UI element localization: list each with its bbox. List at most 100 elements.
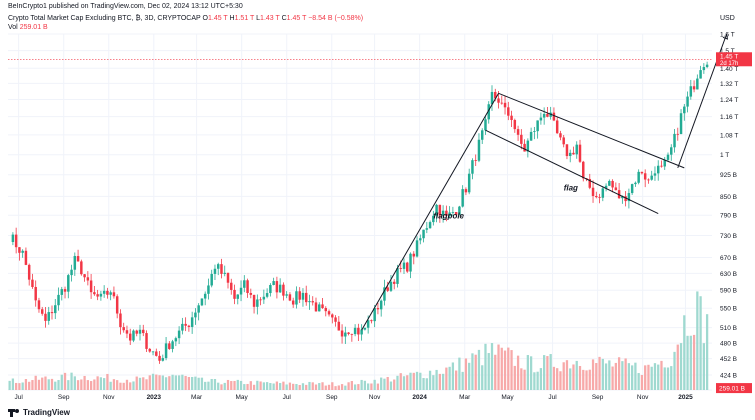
candle-body [233, 289, 236, 299]
candle-body [435, 204, 438, 216]
volume-bar [298, 384, 301, 390]
candle-body [236, 294, 240, 299]
volume-bar [259, 381, 262, 390]
candle-body [608, 180, 611, 186]
volume-bar [389, 381, 393, 390]
candle-body [559, 133, 562, 138]
price-tick-label: 1.24 T [720, 97, 738, 104]
volume-bar [181, 374, 184, 390]
price-tick-label: 424 B [720, 373, 737, 380]
candle-body [344, 332, 347, 337]
candle-body [76, 256, 80, 262]
volume-bar [21, 382, 24, 390]
candle-body [598, 197, 601, 198]
candle-body [663, 159, 666, 167]
time-tick-label: May [236, 394, 249, 401]
candle-body [311, 301, 314, 303]
candle-body [562, 137, 565, 145]
price-tick-label: 1.5 T [720, 48, 735, 55]
volume-bar [311, 382, 314, 390]
candle-body [226, 272, 230, 283]
volume-bar [96, 376, 99, 390]
candle-body [604, 185, 608, 189]
volume-bar [468, 362, 471, 390]
volume-bar [562, 362, 565, 390]
candle-body [640, 171, 644, 174]
volume-bar [308, 381, 311, 390]
volume-bar [644, 365, 647, 390]
last-price-tag [716, 52, 752, 67]
volume-bar [445, 367, 448, 390]
volume-bar [471, 353, 474, 390]
candle-body [428, 222, 432, 229]
volume-bar [396, 375, 399, 390]
time-tick-label: May [501, 394, 514, 401]
price-tick-label: 1.16 T [720, 114, 738, 121]
volume-line: Vol 259.01 B [8, 24, 48, 31]
candle-body [373, 308, 376, 322]
volume-bar [99, 377, 103, 390]
volume-bar [37, 379, 41, 390]
candle-body [432, 215, 435, 223]
candle-body [438, 204, 442, 216]
candle-body [529, 131, 533, 141]
volume-bar [213, 378, 217, 390]
volume-bar [663, 367, 666, 390]
candle-body [546, 113, 549, 117]
candle-body [376, 308, 380, 310]
volume-bar [435, 369, 438, 390]
volume-bar [373, 379, 376, 390]
volume-bar [220, 384, 223, 390]
tradingview-logo[interactable]: TradingView [8, 408, 70, 417]
candle-body [220, 264, 223, 274]
volume-bar [692, 334, 696, 390]
candle-body [386, 287, 389, 291]
volume-bar [529, 356, 533, 390]
candle-body [256, 299, 259, 307]
volume-bar [451, 362, 455, 390]
candle-body [370, 320, 373, 322]
symbol-name[interactable]: Crypto Total Market Cap Excluding BTC, ₿… [8, 15, 201, 22]
volume-bar [686, 335, 689, 390]
volume-bar [425, 378, 428, 390]
candle-body [298, 291, 301, 300]
candle-body [520, 134, 523, 144]
volume-bar [151, 373, 155, 390]
volume-bar [246, 383, 249, 390]
volume-bar [376, 383, 380, 390]
volume-bar [412, 372, 415, 390]
candle-body [34, 286, 37, 301]
volume-bar [187, 376, 191, 390]
candle-body [213, 268, 217, 274]
volume-bar [256, 380, 259, 390]
candle-body [399, 268, 402, 269]
volume-bar [406, 375, 409, 390]
volume-bar [699, 296, 702, 390]
volume-bar [604, 363, 608, 390]
candle-body [324, 308, 328, 312]
candle-body [57, 294, 60, 306]
volume-bar [533, 372, 536, 390]
candle-body [230, 282, 233, 290]
volume-bar [702, 343, 705, 390]
volume-bar [673, 351, 676, 390]
volume-bar [526, 355, 529, 390]
candle-body [37, 300, 41, 310]
candle-body [86, 277, 90, 281]
candle-body [666, 154, 670, 160]
volume-value: 259.01 B [19, 24, 48, 31]
candle-body [670, 147, 673, 155]
price-tick-label: 630 B [720, 271, 737, 278]
volume-bar [474, 354, 477, 390]
volume-bar [249, 381, 252, 390]
candle-body [331, 314, 334, 318]
volume-bar [582, 369, 585, 390]
candle-body [647, 179, 650, 181]
volume-bar [657, 364, 660, 390]
candle-body [239, 287, 243, 295]
volume-bar [83, 375, 86, 390]
volume-bar [347, 382, 350, 390]
candle-body [314, 302, 318, 312]
candle-body [187, 325, 191, 327]
